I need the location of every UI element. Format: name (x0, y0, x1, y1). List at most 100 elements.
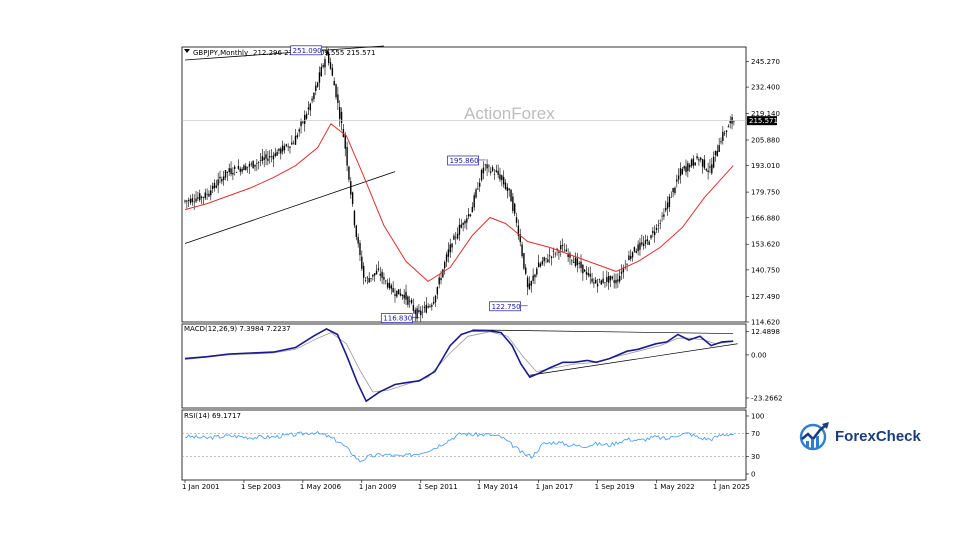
rsi-panel-frame (181, 409, 747, 481)
candle-body (711, 164, 713, 174)
candle-body (499, 174, 501, 180)
candle-body (495, 170, 497, 172)
candle-body (506, 187, 509, 191)
candle-body (386, 282, 389, 288)
candle-body (655, 227, 658, 230)
candle-body (455, 237, 457, 238)
macd-panel-title: MACD(12,26,9) 7.3984 7.2237 (184, 325, 291, 333)
price-annotation-box (447, 155, 479, 166)
candle-body (187, 199, 190, 201)
candle-body (690, 159, 693, 166)
candle-body (359, 242, 361, 256)
candle-body (517, 225, 520, 236)
current-price-label: 215.571 (749, 117, 778, 125)
rsi-line (184, 430, 734, 463)
price-panel: GBPJPY,Monthly 212.296 215.882 209.555 2… (181, 45, 780, 327)
candle-body (709, 166, 711, 168)
rsi-y-tick-label: 70 (751, 430, 760, 438)
price-y-tick-label: 193.010 (751, 162, 780, 170)
candle-body (377, 268, 380, 270)
candle-body (213, 182, 216, 189)
candle-body (712, 156, 715, 168)
x-tick-label: 1 Sep 2019 (595, 483, 635, 491)
candle-body (565, 249, 567, 252)
candle-body (696, 156, 698, 159)
price-y-tick-label: 166.880 (751, 214, 780, 222)
candle-body (663, 214, 665, 217)
candle-body (508, 188, 510, 191)
candle-body (429, 305, 431, 307)
candle-body (661, 215, 663, 217)
candle-body (309, 103, 311, 111)
panel-menu-arrow-icon[interactable] (184, 49, 190, 53)
candle-body (270, 156, 273, 157)
candle-body (418, 310, 420, 313)
x-tick-label: 1 Jan 2001 (182, 483, 220, 491)
candle-body (431, 304, 433, 307)
candle-body (294, 135, 297, 145)
candle-body (491, 167, 494, 171)
candle-body (674, 187, 676, 194)
candle-body (456, 233, 459, 239)
candle-body (351, 192, 354, 205)
candle-body (438, 277, 440, 285)
price-y-axis: 245.270 232.400 219.140 205.880 193.010 179.7… (746, 58, 780, 327)
candle-body (396, 290, 398, 297)
candle-body (510, 189, 512, 202)
candle-body (374, 273, 376, 276)
candle-body (716, 150, 719, 157)
candle-body (291, 142, 293, 145)
candle-body (202, 197, 205, 198)
logo-text: ForexCheck (835, 427, 921, 445)
candle-body (528, 283, 531, 290)
candle-body (280, 148, 282, 154)
candle-body (445, 254, 448, 262)
candle-body (327, 52, 330, 64)
price-y-tick-label: 140.750 (751, 266, 780, 274)
candle-body (679, 168, 682, 176)
candle-body (714, 150, 717, 156)
candle-body (525, 267, 527, 274)
candle-body (421, 311, 424, 313)
candle-body (208, 193, 210, 197)
candle-body (361, 256, 363, 269)
candle-body (687, 163, 689, 172)
candle-body (604, 282, 606, 283)
candle-body (617, 279, 619, 282)
candle-body (700, 157, 702, 160)
price-trendlines (184, 45, 396, 244)
candle-body (375, 270, 378, 275)
macd-trendline (529, 343, 738, 376)
candle-body (311, 98, 313, 101)
candle-body (267, 158, 269, 161)
candle-body (385, 280, 387, 282)
candle-body (224, 170, 227, 178)
candle-body (434, 295, 437, 303)
candle-body (460, 224, 462, 228)
candle-body (512, 196, 514, 212)
candle-body (497, 170, 499, 175)
candle-body (362, 265, 365, 278)
candle-body (193, 201, 195, 203)
candle-body (381, 271, 383, 278)
candle-body (633, 247, 636, 252)
candle-body (613, 280, 615, 283)
candle-body (210, 190, 212, 196)
candle-body (281, 145, 284, 152)
candle-body (574, 257, 577, 267)
candle-body (234, 166, 236, 169)
candle-body (259, 160, 262, 161)
candle-body (331, 67, 334, 76)
candle-body (733, 121, 735, 122)
candle-body (261, 156, 264, 162)
candle-body (720, 141, 722, 143)
candle-body (246, 166, 249, 168)
rsi-panel: RSI(14) 69.1717 100 70 30 0 (181, 409, 764, 481)
candle-body (480, 169, 483, 181)
candle-body (296, 135, 299, 138)
candle-body (541, 261, 544, 265)
candle-body (256, 163, 258, 164)
candle-body (642, 243, 645, 247)
candle-body (668, 196, 671, 207)
candle-body (368, 278, 370, 283)
